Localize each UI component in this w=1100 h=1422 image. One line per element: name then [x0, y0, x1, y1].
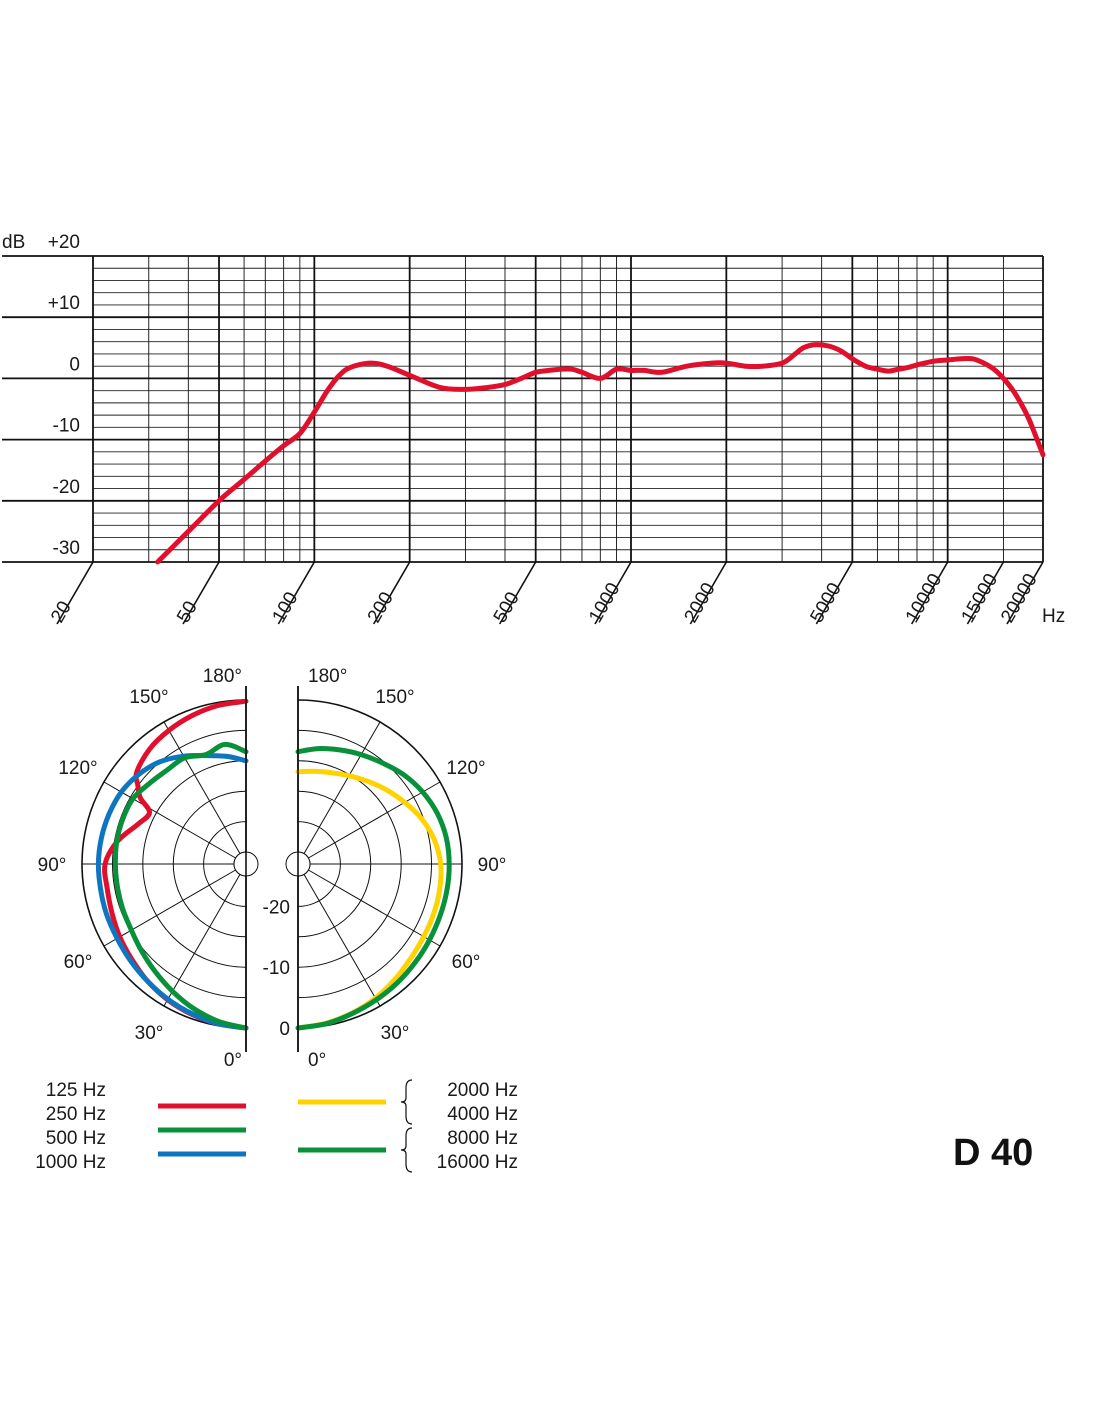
polar-angle-label: 60°	[64, 952, 93, 973]
x-tick-leader	[56, 561, 94, 625]
polar-spoke	[163, 874, 241, 1007]
x-tick-leader	[966, 561, 1005, 625]
polar-angle-label: 0°	[308, 1050, 326, 1071]
y-tick-label: +20	[48, 232, 80, 253]
x-tick-label: 10000	[902, 570, 947, 626]
frequency-response-chart: +20 +10 0 -10 -20 -30 20 50 100 200 500 1000 2000 500…	[2, 232, 1065, 627]
x-tick-label: 500	[490, 589, 524, 627]
polar-angle-label: 150°	[129, 687, 168, 708]
polar-angle-label: 90°	[478, 855, 507, 876]
x-tick-leader	[594, 561, 632, 625]
x-tick-label: 5000	[806, 579, 845, 626]
x-tick-label: 50	[173, 598, 202, 627]
polar-angle-label: 180°	[203, 666, 242, 687]
polar-angle-label: 60°	[452, 952, 481, 973]
polar-center-gap	[249, 672, 295, 1034]
legend-label-right: 2000 Hz	[447, 1080, 518, 1101]
x-tick-leader	[815, 561, 854, 625]
polar-spoke	[308, 869, 441, 947]
x-tick-leader	[277, 561, 316, 625]
x-tick-label: 15000	[958, 570, 1003, 626]
x-tick-label: 1000	[585, 579, 624, 626]
polar-spoke	[303, 721, 381, 854]
legend-brace	[400, 1127, 413, 1173]
x-tick-leader	[372, 561, 411, 625]
polar-angle-label: 30°	[135, 1023, 164, 1044]
model-label: D 40	[953, 1132, 1033, 1174]
legend-label-left: 250 Hz	[46, 1104, 106, 1125]
frequency-grid	[2, 255, 1044, 563]
polar-radial-label: -20	[263, 897, 290, 918]
y-tick-label: 0	[69, 354, 80, 375]
polar-angle-label: 90°	[38, 855, 67, 876]
legend-label-left: 125 Hz	[46, 1080, 106, 1101]
x-tick-leader	[498, 561, 537, 625]
x-tick-label: 20000	[997, 570, 1042, 626]
polar-spoke	[308, 781, 441, 859]
legend-brace	[400, 1079, 413, 1125]
polar-angle-label: 30°	[381, 1023, 410, 1044]
polar-curves: 0 -10 -20	[95, 672, 452, 1052]
polar-spoke	[303, 874, 381, 1007]
legend-label-right: 8000 Hz	[447, 1128, 518, 1149]
y-tick-label: -20	[53, 477, 80, 498]
y-tick-label: -10	[53, 416, 80, 437]
polar-radial-label: -10	[263, 958, 290, 979]
polar-spoke	[163, 721, 241, 854]
legend-label-right: 4000 Hz	[447, 1104, 518, 1125]
polar-angle-label: 150°	[375, 687, 414, 708]
y-tick-label: +10	[48, 293, 80, 314]
x-tick-label: 2000	[680, 579, 719, 626]
x-tick-leader	[1006, 561, 1044, 625]
polar-legend: 125 Hz 250 Hz 500 Hz 1000 Hz 2000 Hz 4000 Hz 8…	[35, 1079, 518, 1173]
polar-spoke	[103, 869, 236, 947]
polar-pattern-chart: 0° 30° 60° 90° 120° 150° 180° 0° 30° 60° 90° 120° 15…	[38, 666, 507, 1071]
y-axis-label: dB	[2, 232, 25, 253]
legend-label-left: 500 Hz	[46, 1128, 106, 1149]
polar-spoke	[103, 781, 236, 859]
polar-angle-label: 180°	[308, 666, 347, 687]
x-tick-leader	[689, 561, 728, 625]
legend-label-left: 1000 Hz	[35, 1152, 106, 1173]
polar-angle-label: 0°	[224, 1050, 242, 1071]
legend-label-right: 16000 Hz	[437, 1152, 518, 1173]
x-tick-label: 200	[364, 589, 398, 627]
polar-angle-label: 120°	[446, 758, 485, 779]
polar-pattern-line	[112, 741, 249, 1031]
polar-angle-label: 120°	[58, 758, 97, 779]
x-axis-label: Hz	[1042, 606, 1065, 627]
frequency-response-curve	[155, 342, 1046, 565]
x-tick-leader	[910, 561, 949, 625]
y-tick-label: -30	[53, 538, 80, 559]
frequency-tick-labels: +20 +10 0 -10 -20 -30 20 50 100 200 500 1000 2000 500…	[47, 232, 1044, 627]
x-tick-label: 20	[47, 598, 76, 627]
polar-radial-label: 0	[279, 1019, 290, 1040]
frequency-response-line	[155, 342, 1046, 565]
x-tick-label: 100	[268, 589, 302, 627]
polar-pattern-line	[295, 746, 452, 1031]
x-tick-leader	[182, 561, 220, 625]
